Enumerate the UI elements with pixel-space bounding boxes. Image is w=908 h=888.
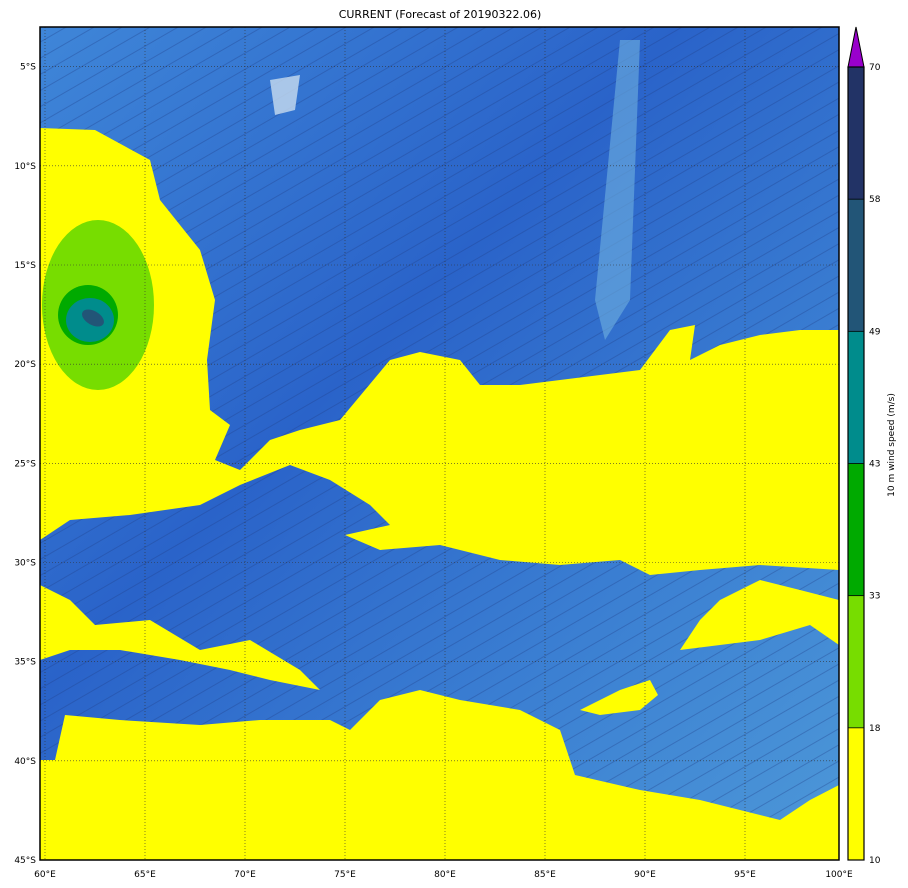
lon-tick-label: 90°E bbox=[634, 870, 656, 880]
colorbar-tick-label: 33 bbox=[869, 592, 880, 602]
lon-tick-label: 100°E bbox=[825, 870, 853, 880]
colorbar-tick-label: 70 bbox=[869, 63, 881, 73]
lat-tick-label: 10°S bbox=[14, 162, 36, 172]
lat-tick-label: 5°S bbox=[20, 63, 36, 73]
shallow-bank bbox=[270, 75, 300, 115]
colorbar-segment bbox=[848, 199, 864, 332]
wind-region bbox=[40, 690, 839, 860]
colorbar-label: 10 m wind speed (m/s) bbox=[887, 393, 897, 497]
wind-10-18-regions bbox=[40, 128, 839, 860]
wind-49-58-area bbox=[82, 309, 104, 327]
lat-tick-label: 25°S bbox=[14, 459, 36, 469]
lon-tick-label: 60°E bbox=[34, 870, 56, 880]
colorbar-tick-label: 18 bbox=[869, 724, 881, 734]
wind-region bbox=[40, 128, 839, 575]
colorbar-tick-label: 10 bbox=[869, 856, 881, 866]
colorbar-segment bbox=[848, 595, 864, 728]
map-title: CURRENT (Forecast of 20190322.06) bbox=[338, 8, 542, 21]
lon-tick-label: 80°E bbox=[434, 870, 456, 880]
graticule bbox=[40, 27, 839, 860]
wind-region bbox=[580, 680, 658, 715]
colorbar-segment bbox=[848, 463, 864, 596]
colorbar-tick-label: 58 bbox=[869, 195, 881, 205]
colorbar-segment bbox=[848, 67, 864, 200]
cyclone-wind-field bbox=[42, 220, 154, 390]
wind-region bbox=[40, 585, 320, 690]
lon-tick-label: 95°E bbox=[734, 870, 756, 880]
colorbar-segment bbox=[848, 727, 864, 860]
lat-tick-label: 20°S bbox=[14, 360, 36, 370]
colorbar-tick-label: 49 bbox=[869, 327, 881, 337]
colorbar-tick-label: 43 bbox=[869, 460, 880, 470]
lat-tick-label: 35°S bbox=[14, 658, 36, 668]
lon-tick-label: 85°E bbox=[534, 870, 556, 880]
lon-tick-label: 65°E bbox=[134, 870, 156, 880]
lat-tick-label: 15°S bbox=[14, 261, 36, 271]
colorbar-extend-arrow bbox=[847, 26, 865, 68]
colorbar-segment bbox=[848, 331, 864, 464]
map-frame bbox=[39, 26, 840, 861]
colorbar: 10 18 33 43 49 58 70 bbox=[847, 26, 881, 866]
wind-region bbox=[680, 580, 839, 650]
map-axes: 60°E 65°E 70°E 75°E 80°E 85°E 90°E 95°E 100°E 5°S… bbox=[14, 63, 853, 880]
lat-tick-label: 40°S bbox=[14, 757, 36, 767]
map-area[interactable] bbox=[40, 27, 845, 860]
lat-tick-label: 45°S bbox=[14, 856, 36, 866]
lon-tick-label: 75°E bbox=[334, 870, 356, 880]
lon-tick-label: 70°E bbox=[234, 870, 256, 880]
lat-tick-label: 30°S bbox=[14, 559, 36, 569]
